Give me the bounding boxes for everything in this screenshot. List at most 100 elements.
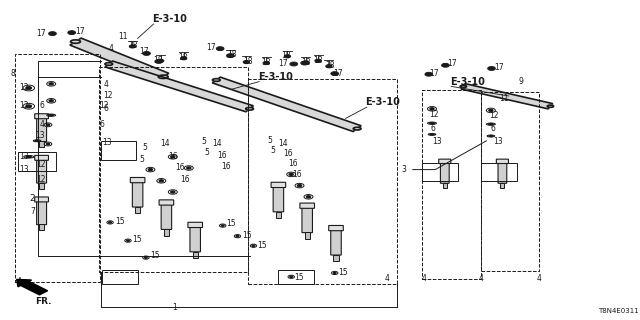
Text: T8N4E0311: T8N4E0311 xyxy=(598,308,639,314)
Text: 12: 12 xyxy=(36,175,46,184)
FancyBboxPatch shape xyxy=(331,230,341,255)
Circle shape xyxy=(252,245,255,246)
Text: E-3-10: E-3-10 xyxy=(450,76,484,87)
Bar xyxy=(500,183,504,188)
Text: 15: 15 xyxy=(115,217,125,226)
Polygon shape xyxy=(105,61,253,112)
Circle shape xyxy=(301,61,308,65)
Circle shape xyxy=(180,57,187,60)
Text: 12: 12 xyxy=(429,110,438,119)
Text: 4: 4 xyxy=(422,274,427,283)
Bar xyxy=(422,90,481,279)
Text: 12: 12 xyxy=(19,101,29,110)
FancyBboxPatch shape xyxy=(35,156,49,160)
Circle shape xyxy=(290,276,292,277)
FancyBboxPatch shape xyxy=(271,182,285,188)
Text: 18: 18 xyxy=(325,61,335,70)
Circle shape xyxy=(26,105,31,108)
Text: 18: 18 xyxy=(282,51,291,60)
Text: 11: 11 xyxy=(499,94,509,103)
FancyBboxPatch shape xyxy=(329,226,343,231)
Text: 4: 4 xyxy=(109,44,114,53)
Ellipse shape xyxy=(70,40,81,43)
Text: 9: 9 xyxy=(518,77,524,86)
Circle shape xyxy=(488,67,495,70)
Circle shape xyxy=(227,54,234,58)
Bar xyxy=(164,229,169,236)
FancyBboxPatch shape xyxy=(161,204,172,229)
Bar xyxy=(39,224,44,230)
Text: 6: 6 xyxy=(490,124,495,133)
Circle shape xyxy=(221,225,224,226)
Bar xyxy=(443,183,447,188)
Text: 15: 15 xyxy=(227,220,236,228)
Ellipse shape xyxy=(105,63,113,65)
Circle shape xyxy=(68,31,76,35)
Text: 14: 14 xyxy=(212,140,222,148)
Text: 5: 5 xyxy=(271,146,276,155)
Text: 16: 16 xyxy=(292,170,302,179)
Circle shape xyxy=(236,236,239,237)
Circle shape xyxy=(109,222,111,223)
Text: 17: 17 xyxy=(36,29,46,38)
Bar xyxy=(193,252,198,258)
Circle shape xyxy=(49,83,53,85)
Text: 18: 18 xyxy=(154,56,163,65)
Circle shape xyxy=(127,240,129,241)
Circle shape xyxy=(26,87,31,89)
Text: 12: 12 xyxy=(104,92,113,100)
Circle shape xyxy=(49,32,56,36)
Polygon shape xyxy=(461,84,553,109)
Text: 15: 15 xyxy=(242,231,252,240)
Bar xyxy=(15,54,100,282)
FancyBboxPatch shape xyxy=(497,159,508,164)
Text: 5: 5 xyxy=(143,143,148,152)
Circle shape xyxy=(171,156,175,158)
Ellipse shape xyxy=(49,115,54,116)
Text: 17: 17 xyxy=(429,69,438,78)
Text: 17: 17 xyxy=(140,47,149,56)
Circle shape xyxy=(326,65,332,68)
FancyBboxPatch shape xyxy=(498,163,507,183)
Circle shape xyxy=(155,60,163,63)
Text: 16: 16 xyxy=(175,164,184,172)
Text: 18: 18 xyxy=(128,41,138,50)
Circle shape xyxy=(430,108,434,110)
Text: 1: 1 xyxy=(172,303,177,312)
Text: 17: 17 xyxy=(76,28,85,36)
Circle shape xyxy=(307,196,310,198)
Circle shape xyxy=(47,124,49,125)
Text: 4: 4 xyxy=(17,277,22,286)
FancyBboxPatch shape xyxy=(36,201,47,225)
FancyBboxPatch shape xyxy=(439,159,451,164)
Text: 6: 6 xyxy=(40,101,45,110)
Circle shape xyxy=(290,62,298,66)
Text: 12: 12 xyxy=(19,84,29,92)
FancyArrow shape xyxy=(17,279,47,295)
Circle shape xyxy=(284,55,291,58)
Polygon shape xyxy=(212,77,361,132)
FancyBboxPatch shape xyxy=(35,197,49,202)
Circle shape xyxy=(442,63,449,67)
Text: 4: 4 xyxy=(385,274,390,283)
Text: 6: 6 xyxy=(430,124,435,133)
Text: 13: 13 xyxy=(102,138,112,147)
FancyBboxPatch shape xyxy=(36,118,47,141)
Text: 17: 17 xyxy=(494,63,504,72)
Text: 15: 15 xyxy=(132,235,141,244)
Text: 5: 5 xyxy=(205,148,210,157)
FancyBboxPatch shape xyxy=(131,178,145,183)
Ellipse shape xyxy=(353,127,361,130)
Circle shape xyxy=(157,59,164,62)
Circle shape xyxy=(216,47,224,51)
Text: 15: 15 xyxy=(338,268,348,277)
Bar xyxy=(135,207,140,213)
FancyBboxPatch shape xyxy=(190,227,200,252)
Bar xyxy=(248,79,397,284)
Text: 5: 5 xyxy=(268,136,273,145)
Ellipse shape xyxy=(430,123,435,124)
Bar xyxy=(305,232,310,239)
Circle shape xyxy=(49,100,53,102)
Circle shape xyxy=(159,180,163,182)
Circle shape xyxy=(425,72,433,76)
